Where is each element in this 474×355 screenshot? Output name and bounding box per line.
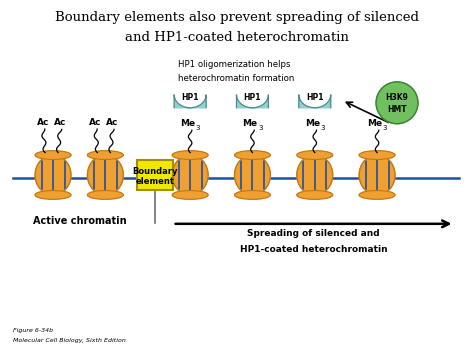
Text: Spreading of silenced and: Spreading of silenced and <box>247 229 380 238</box>
Ellipse shape <box>297 155 333 195</box>
Ellipse shape <box>235 191 270 199</box>
Ellipse shape <box>35 155 71 195</box>
Text: 3: 3 <box>383 125 387 131</box>
Text: element: element <box>136 177 175 186</box>
Text: HP1: HP1 <box>244 93 261 102</box>
Text: Molecular Cell Biology, Sixth Edition: Molecular Cell Biology, Sixth Edition <box>13 338 126 343</box>
Text: 3: 3 <box>258 125 263 131</box>
Text: Active chromatin: Active chromatin <box>33 216 126 226</box>
Text: Me: Me <box>305 119 320 128</box>
Text: HP1-coated heterochromatin: HP1-coated heterochromatin <box>240 245 388 254</box>
Ellipse shape <box>87 155 123 195</box>
Text: HP1 oligomerization helps: HP1 oligomerization helps <box>178 60 290 70</box>
FancyBboxPatch shape <box>137 159 173 190</box>
Polygon shape <box>299 95 331 108</box>
Text: Me: Me <box>180 119 195 128</box>
Text: HMT: HMT <box>387 105 407 114</box>
Text: Me: Me <box>242 119 257 128</box>
Ellipse shape <box>87 151 123 159</box>
Text: Me: Me <box>367 119 382 128</box>
Circle shape <box>376 82 418 124</box>
Ellipse shape <box>297 151 333 159</box>
Text: Ac: Ac <box>37 118 49 127</box>
Ellipse shape <box>87 191 123 199</box>
Text: and HP1-coated heterochromatin: and HP1-coated heterochromatin <box>125 31 349 44</box>
Ellipse shape <box>359 191 395 199</box>
Text: Boundary elements also prevent spreading of silenced: Boundary elements also prevent spreading… <box>55 11 419 24</box>
Text: Ac: Ac <box>54 118 66 127</box>
Text: 3: 3 <box>196 125 201 131</box>
Text: HP1: HP1 <box>306 93 324 102</box>
Ellipse shape <box>172 155 208 195</box>
Text: Ac: Ac <box>89 118 101 127</box>
Text: heterochromatin formation: heterochromatin formation <box>178 74 294 83</box>
Ellipse shape <box>235 151 270 159</box>
Text: Figure 6-34b: Figure 6-34b <box>13 328 53 333</box>
Polygon shape <box>237 95 268 108</box>
Ellipse shape <box>235 155 270 195</box>
Text: HP1: HP1 <box>182 93 199 102</box>
Text: Boundary: Boundary <box>133 166 178 175</box>
Ellipse shape <box>35 191 71 199</box>
Ellipse shape <box>359 151 395 159</box>
Polygon shape <box>174 95 206 108</box>
Text: 3: 3 <box>320 125 325 131</box>
Ellipse shape <box>35 151 71 159</box>
Ellipse shape <box>172 151 208 159</box>
Ellipse shape <box>297 191 333 199</box>
Text: Ac: Ac <box>106 118 118 127</box>
Text: H3K9: H3K9 <box>385 93 409 102</box>
Ellipse shape <box>172 191 208 199</box>
Ellipse shape <box>359 155 395 195</box>
